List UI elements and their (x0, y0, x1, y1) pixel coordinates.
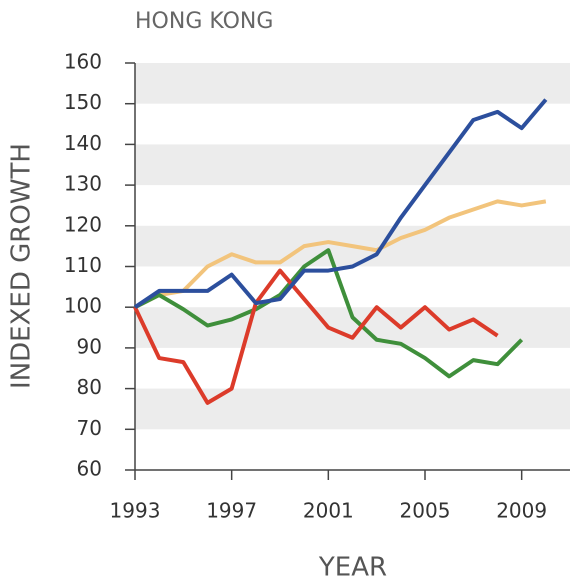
grid-band (135, 144, 570, 186)
x-tick-label: 2009 (496, 499, 547, 523)
y-tick-label: 80 (77, 375, 102, 399)
y-tick-label: 120 (64, 212, 102, 236)
line (133, 98, 548, 309)
y-tick-label: 110 (64, 253, 102, 277)
y-axis-label: INDEXED GROWTH (7, 143, 37, 389)
line (134, 248, 524, 379)
y-tick-label: 70 (77, 416, 102, 440)
line (133, 268, 499, 405)
x-tick-label: 2005 (400, 499, 451, 523)
chart-title: HONG KONG (135, 9, 273, 34)
y-tick-label: 130 (64, 172, 102, 196)
y-tick-label: 150 (64, 90, 102, 114)
x-axis-label: YEAR (318, 553, 387, 582)
y-tick-label: 60 (77, 457, 102, 481)
y-tick-label: 140 (64, 131, 102, 155)
x-tick-label: 1993 (110, 499, 161, 523)
grid-band (135, 388, 570, 430)
x-tick-label: 2001 (303, 499, 354, 523)
y-tick-label: 100 (64, 294, 102, 318)
line (134, 199, 547, 309)
grid-band (135, 63, 570, 104)
y-tick-label: 160 (64, 50, 102, 74)
y-tick-label: 90 (77, 334, 102, 358)
x-tick-label: 1997 (206, 499, 257, 523)
